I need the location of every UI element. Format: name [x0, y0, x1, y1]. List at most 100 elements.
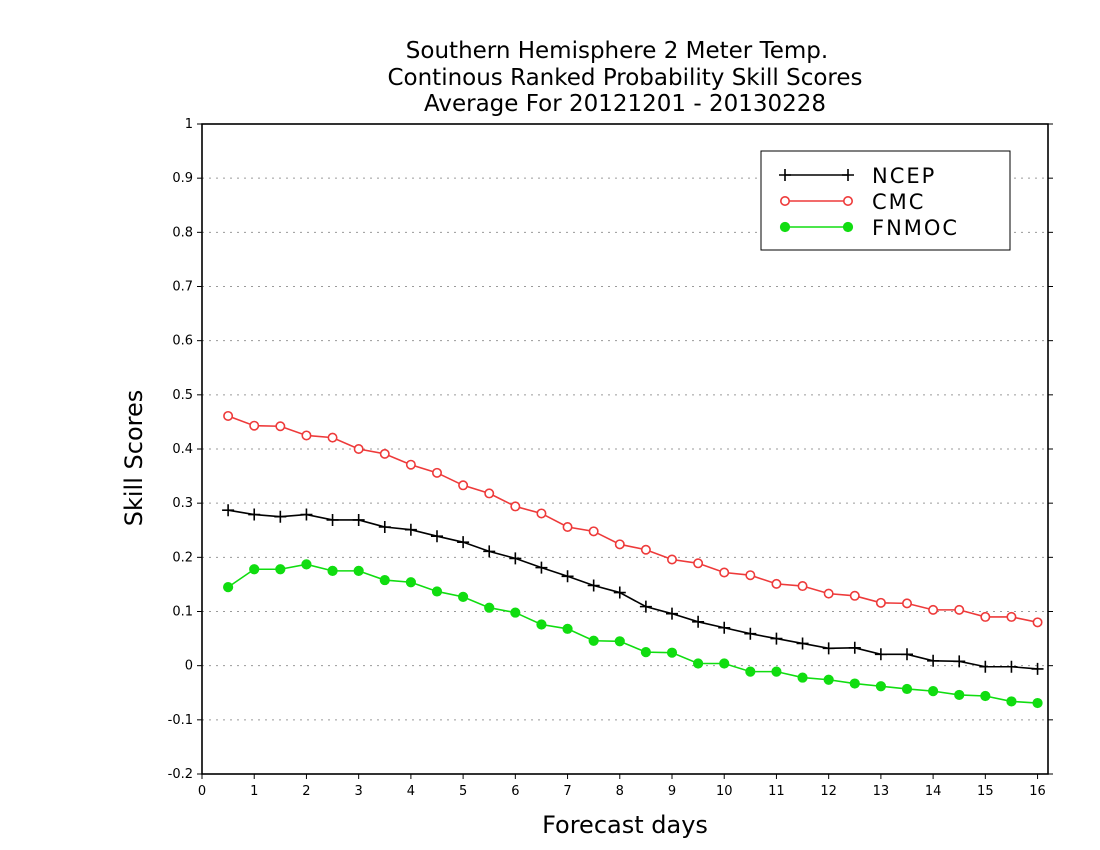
data-point-ncep	[796, 637, 809, 650]
x-tick-label: 9	[668, 784, 676, 799]
y-tick-label: -0.2	[168, 767, 193, 782]
data-point-fnmoc	[588, 635, 599, 646]
legend-label-ncep: NCEP	[872, 164, 936, 188]
data-point-cmc	[771, 578, 782, 589]
y-tick-label: 0	[185, 659, 193, 674]
data-point-fnmoc	[980, 690, 991, 702]
data-point-cmc	[823, 588, 834, 599]
legend-label-fnmoc: FNMOC	[872, 216, 959, 240]
data-point-ncep	[483, 545, 496, 558]
data-point-cmc	[719, 567, 730, 578]
data-point-fnmoc	[614, 636, 625, 647]
data-point-fnmoc	[1032, 697, 1043, 709]
x-tick-label: 15	[977, 784, 994, 799]
title-line-1: Southern Hemisphere 2 Meter Temp.	[406, 38, 828, 64]
data-point-fnmoc	[275, 564, 286, 575]
legend-label-cmc: CMC	[872, 190, 925, 214]
y-axis-label: Skill Scores	[120, 390, 148, 527]
chart-title: Southern Hemisphere 2 Meter Temp. Contin…	[387, 38, 862, 117]
data-point-cmc	[223, 410, 234, 421]
data-point-cmc	[614, 539, 625, 550]
data-point-ncep	[874, 648, 887, 661]
x-tick-label: 3	[355, 784, 363, 799]
data-point-cmc	[640, 544, 651, 555]
data-point-fnmoc	[353, 565, 364, 576]
data-point-ncep	[561, 570, 574, 583]
data-point-fnmoc	[928, 686, 939, 697]
data-point-fnmoc	[901, 683, 913, 695]
data-point-fnmoc	[1006, 696, 1017, 707]
x-tick-label: 12	[820, 784, 837, 799]
gridlines	[202, 177, 1048, 721]
data-point-fnmoc	[458, 591, 469, 602]
series-cmc	[223, 410, 1043, 628]
legend-item-fnmoc: FNMOC	[779, 216, 959, 240]
y-tick-label: 0.6	[172, 334, 193, 349]
data-point-cmc	[666, 554, 677, 565]
data-point-cmc	[484, 488, 495, 499]
data-point-ncep	[613, 586, 626, 599]
legend-marker-fnmoc	[779, 221, 791, 233]
data-point-fnmoc	[745, 666, 756, 677]
data-point-ncep	[378, 521, 391, 533]
data-point-ncep	[326, 513, 339, 526]
data-point-ncep	[927, 654, 940, 667]
data-point-ncep	[248, 508, 261, 521]
x-tick-label: 13	[873, 784, 890, 799]
data-point-fnmoc	[379, 574, 390, 586]
x-tick-label: 7	[563, 784, 571, 799]
data-point-fnmoc	[797, 672, 808, 683]
data-point-ncep	[822, 642, 835, 655]
data-point-ncep	[1005, 660, 1018, 673]
data-point-cmc	[301, 430, 312, 441]
axis-ticks: -0.2-0.100.10.20.30.40.50.60.70.80.910 1 2…	[168, 117, 1053, 799]
data-point-fnmoc	[223, 582, 234, 593]
legend-item-ncep: NCEP	[779, 164, 936, 188]
y-tick-label: 0.5	[172, 388, 193, 403]
data-point-cmc	[1032, 617, 1043, 628]
data-point-ncep	[744, 627, 757, 640]
x-tick-label: 11	[768, 784, 785, 799]
data-point-ncep	[770, 632, 783, 645]
data-point-ncep	[222, 504, 235, 517]
y-tick-label: -0.1	[168, 713, 193, 728]
data-point-ncep	[953, 655, 966, 668]
data-point-cmc	[275, 421, 286, 432]
data-point-fnmoc	[849, 678, 860, 689]
data-point-fnmoc	[510, 607, 521, 618]
data-point-fnmoc	[249, 564, 260, 575]
legend-marker-ncep	[842, 169, 854, 181]
x-tick-label: 0	[198, 784, 206, 799]
legend-marker-cmc	[779, 196, 790, 207]
x-tick-label: 2	[302, 784, 310, 799]
series-line-ncep	[227, 509, 1038, 670]
x-axis-label: Forecast days	[542, 811, 708, 839]
data-point-fnmoc	[536, 619, 547, 630]
data-point-cmc	[797, 581, 808, 592]
data-point-fnmoc	[327, 565, 338, 576]
data-point-cmc	[431, 467, 442, 478]
data-point-ncep	[587, 579, 600, 592]
data-point-cmc	[588, 526, 599, 537]
data-point-cmc	[1006, 611, 1017, 622]
data-point-fnmoc	[666, 647, 678, 658]
data-point-cmc	[536, 508, 547, 519]
data-point-ncep	[352, 513, 365, 526]
y-tick-label: 0.9	[172, 171, 193, 186]
x-tick-label: 8	[616, 784, 624, 799]
data-point-fnmoc	[719, 658, 730, 669]
legend-marker-cmc	[842, 196, 853, 207]
data-point-ncep	[404, 523, 417, 536]
data-point-cmc	[954, 604, 965, 615]
data-point-cmc	[379, 448, 390, 459]
data-point-ncep	[979, 660, 992, 673]
x-tick-label: 10	[716, 784, 733, 799]
data-point-ncep	[692, 615, 705, 628]
y-tick-label: 0.1	[172, 605, 193, 620]
data-point-cmc	[901, 598, 912, 609]
data-point-fnmoc	[405, 577, 416, 588]
data-point-cmc	[458, 480, 469, 491]
data-point-ncep	[718, 621, 731, 634]
x-tick-label: 4	[407, 784, 415, 799]
